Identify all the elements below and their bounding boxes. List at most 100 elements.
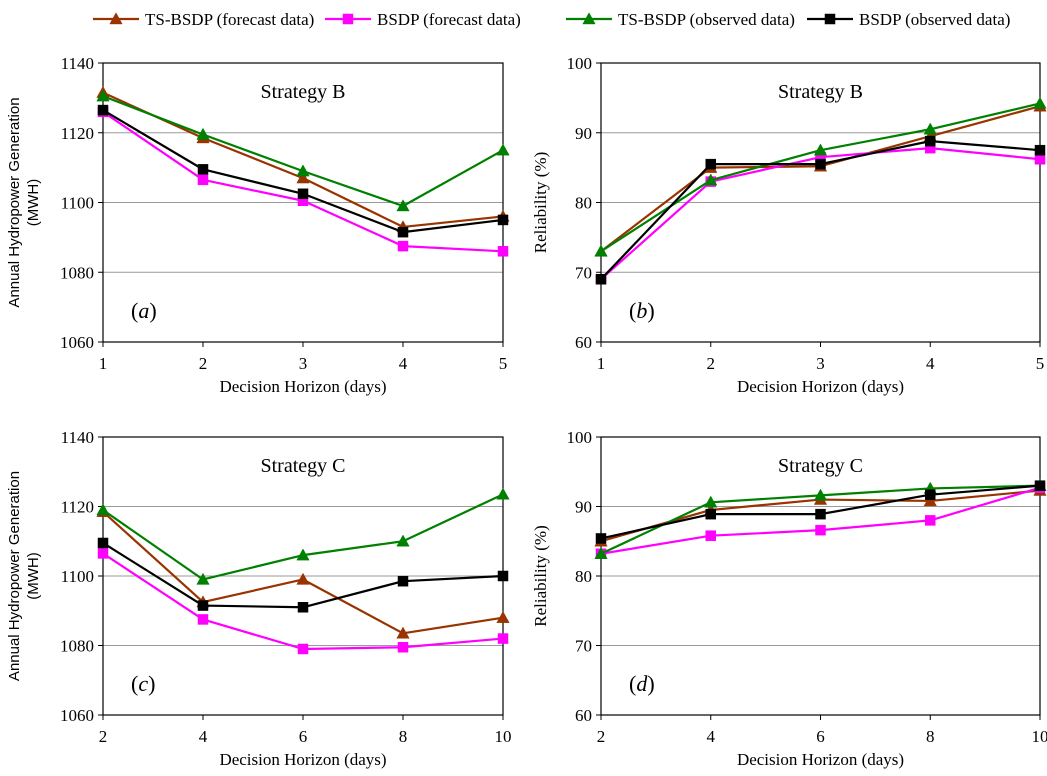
- data-point: [196, 572, 210, 585]
- chart-panel: 1060 1080 1100 1120 1140 2 4 6 8 10 Decision Horiz…: [6, 428, 512, 769]
- data-point: [497, 570, 509, 582]
- x-axis-title: Decision Horizon (days): [737, 750, 904, 769]
- data-point: [397, 641, 409, 653]
- legend-item: TS-BSDP (observed data): [566, 10, 795, 29]
- data-point: [397, 240, 409, 252]
- y-tick-label: 1080: [60, 637, 94, 656]
- data-point: [97, 104, 109, 116]
- panel-title: Strategy C: [261, 455, 346, 477]
- data-point: [97, 537, 109, 549]
- y-tick-label: 70: [575, 263, 592, 282]
- y-tick-label: 1080: [60, 263, 94, 282]
- data-point: [496, 487, 510, 500]
- data-point: [496, 610, 510, 623]
- series-line: [96, 504, 510, 639]
- y-tick-label: 100: [567, 54, 593, 73]
- data-point: [594, 244, 608, 257]
- chart-panel: 1060 1080 1100 1120 1140 1 2 3 4 5 Decision Horizo…: [6, 54, 510, 396]
- data-point: [496, 143, 510, 156]
- data-point: [197, 174, 209, 186]
- data-point: [296, 548, 310, 561]
- data-point: [815, 524, 826, 536]
- series-line: [96, 487, 510, 585]
- data-point: [705, 508, 716, 520]
- x-tick-label: 3: [299, 354, 308, 373]
- series-line: [96, 85, 510, 233]
- panel-label: (a): [131, 298, 157, 323]
- y-tick-label: 90: [575, 124, 592, 143]
- y-tick-label: 90: [575, 498, 592, 517]
- panel-label: (b): [629, 298, 655, 323]
- y-tick-label: 80: [575, 567, 592, 586]
- data-point: [96, 89, 110, 102]
- data-point: [815, 508, 826, 520]
- legend-label: BSDP (observed data): [859, 10, 1010, 29]
- series-line: [594, 96, 1047, 257]
- x-tick-label: 1: [99, 354, 108, 373]
- y-axis-title: Annual Hydropower Generation (MWH): [6, 97, 42, 307]
- panel-title: Strategy B: [261, 81, 346, 103]
- data-point: [296, 164, 310, 177]
- data-point: [595, 533, 607, 544]
- series-line: [96, 89, 510, 212]
- y-tick-label: 1140: [61, 54, 94, 73]
- y-tick-label: 1060: [60, 333, 94, 352]
- x-axis-title: Decision Horizon (days): [219, 750, 386, 769]
- legend-marker: [824, 13, 836, 25]
- data-point: [813, 488, 828, 501]
- data-point: [297, 643, 309, 655]
- panel-label: (c): [131, 671, 155, 696]
- chart-panel: 60 70 80 90 100 1 2 3 4 5 Decision Horizon (days) R…: [531, 54, 1047, 396]
- data-point: [594, 547, 608, 559]
- data-point: [396, 626, 410, 639]
- legend-item: BSDP (forecast data): [325, 10, 521, 29]
- y-tick-label: 100: [567, 428, 593, 447]
- x-tick-label: 2: [597, 727, 606, 746]
- panel-label: (d): [629, 671, 655, 696]
- data-point: [704, 173, 718, 186]
- series-path: [600, 102, 1041, 253]
- series-path: [102, 91, 504, 229]
- y-tick-label: 1060: [60, 706, 94, 725]
- series-line: [595, 480, 1046, 544]
- data-point: [497, 214, 509, 226]
- x-tick-label: 4: [199, 727, 208, 746]
- data-point: [397, 226, 409, 238]
- data-point: [1034, 144, 1046, 156]
- y-tick-label: 1100: [61, 567, 94, 586]
- data-point: [1034, 154, 1046, 165]
- series-line: [97, 537, 509, 613]
- x-tick-label: 10: [495, 727, 512, 746]
- data-point: [497, 633, 509, 644]
- data-point: [813, 143, 828, 156]
- data-point: [197, 600, 209, 611]
- data-point: [297, 602, 309, 613]
- data-point: [296, 572, 310, 585]
- x-tick-label: 1: [597, 354, 606, 373]
- x-tick-label: 8: [926, 727, 935, 746]
- y-tick-label: 80: [575, 194, 592, 213]
- y-tick-label: 60: [575, 333, 592, 352]
- data-point: [297, 188, 309, 200]
- data-point: [397, 575, 409, 587]
- x-axis-title: Decision Horizon (days): [737, 377, 904, 396]
- x-tick-label: 5: [1036, 354, 1045, 373]
- legend-marker: [582, 12, 596, 25]
- data-point: [925, 135, 936, 147]
- y-axis-title: Annual Hydropower Generation (MWH): [6, 471, 42, 681]
- panel-title: Strategy B: [778, 81, 863, 103]
- legend-marker: [342, 13, 354, 25]
- x-tick-label: 3: [816, 354, 825, 373]
- data-point: [705, 530, 716, 541]
- y-tick-label: 1120: [61, 498, 94, 517]
- data-point: [705, 158, 716, 170]
- x-tick-label: 2: [199, 354, 208, 373]
- series-line: [97, 104, 509, 238]
- data-point: [96, 503, 110, 516]
- series-path: [102, 552, 504, 651]
- x-tick-label: 5: [499, 354, 508, 373]
- data-point: [1034, 480, 1046, 491]
- data-point: [925, 489, 936, 500]
- data-point: [296, 171, 310, 184]
